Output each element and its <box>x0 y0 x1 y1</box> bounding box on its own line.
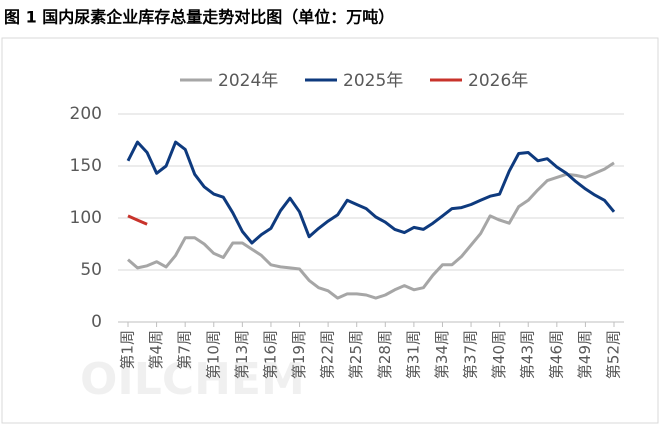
x-tick-label: 第10周 <box>204 330 222 379</box>
x-tick-label: 第49周 <box>576 330 594 379</box>
series-line <box>127 161 615 300</box>
x-tick-label: 第28周 <box>376 330 394 379</box>
x-tick-label: 第13周 <box>233 330 251 379</box>
chart-title: 图 1 国内尿素企业库存总量走势对比图（单位：万吨） <box>4 8 394 27</box>
legend-label: 2024年 <box>218 71 278 91</box>
x-tick-label: 第7周 <box>176 330 194 370</box>
y-tick-label: 0 <box>91 312 102 332</box>
series-line <box>126 140 616 245</box>
x-tick-label: 第16周 <box>261 330 279 379</box>
x-tick-label: 第25周 <box>347 330 365 379</box>
x-tick-label: 第40周 <box>490 330 508 379</box>
frame <box>1 37 659 424</box>
x-tick-label: 第19周 <box>290 330 308 379</box>
series-line <box>127 214 148 226</box>
x-tick-label: 第46周 <box>547 330 565 379</box>
legend-label: 2025年 <box>343 71 403 91</box>
y-tick-label: 50 <box>80 260 102 280</box>
x-tick-label: 第52周 <box>605 330 623 379</box>
x-tick-label: 第31周 <box>404 330 422 379</box>
watermark: OILCHEM <box>80 354 305 405</box>
x-tick-label: 第37周 <box>462 330 480 379</box>
y-tick-label: 150 <box>70 156 102 176</box>
x-tick-label: 第34周 <box>433 330 451 379</box>
x-tick-label: 第1周 <box>119 330 137 370</box>
y-tick-label: 200 <box>70 104 102 124</box>
legend-label: 2026年 <box>468 71 528 91</box>
x-tick-label: 第43周 <box>519 330 537 379</box>
y-tick-label: 100 <box>70 208 102 228</box>
x-tick-label: 第4周 <box>147 330 165 370</box>
x-tick-label: 第22周 <box>319 330 337 379</box>
